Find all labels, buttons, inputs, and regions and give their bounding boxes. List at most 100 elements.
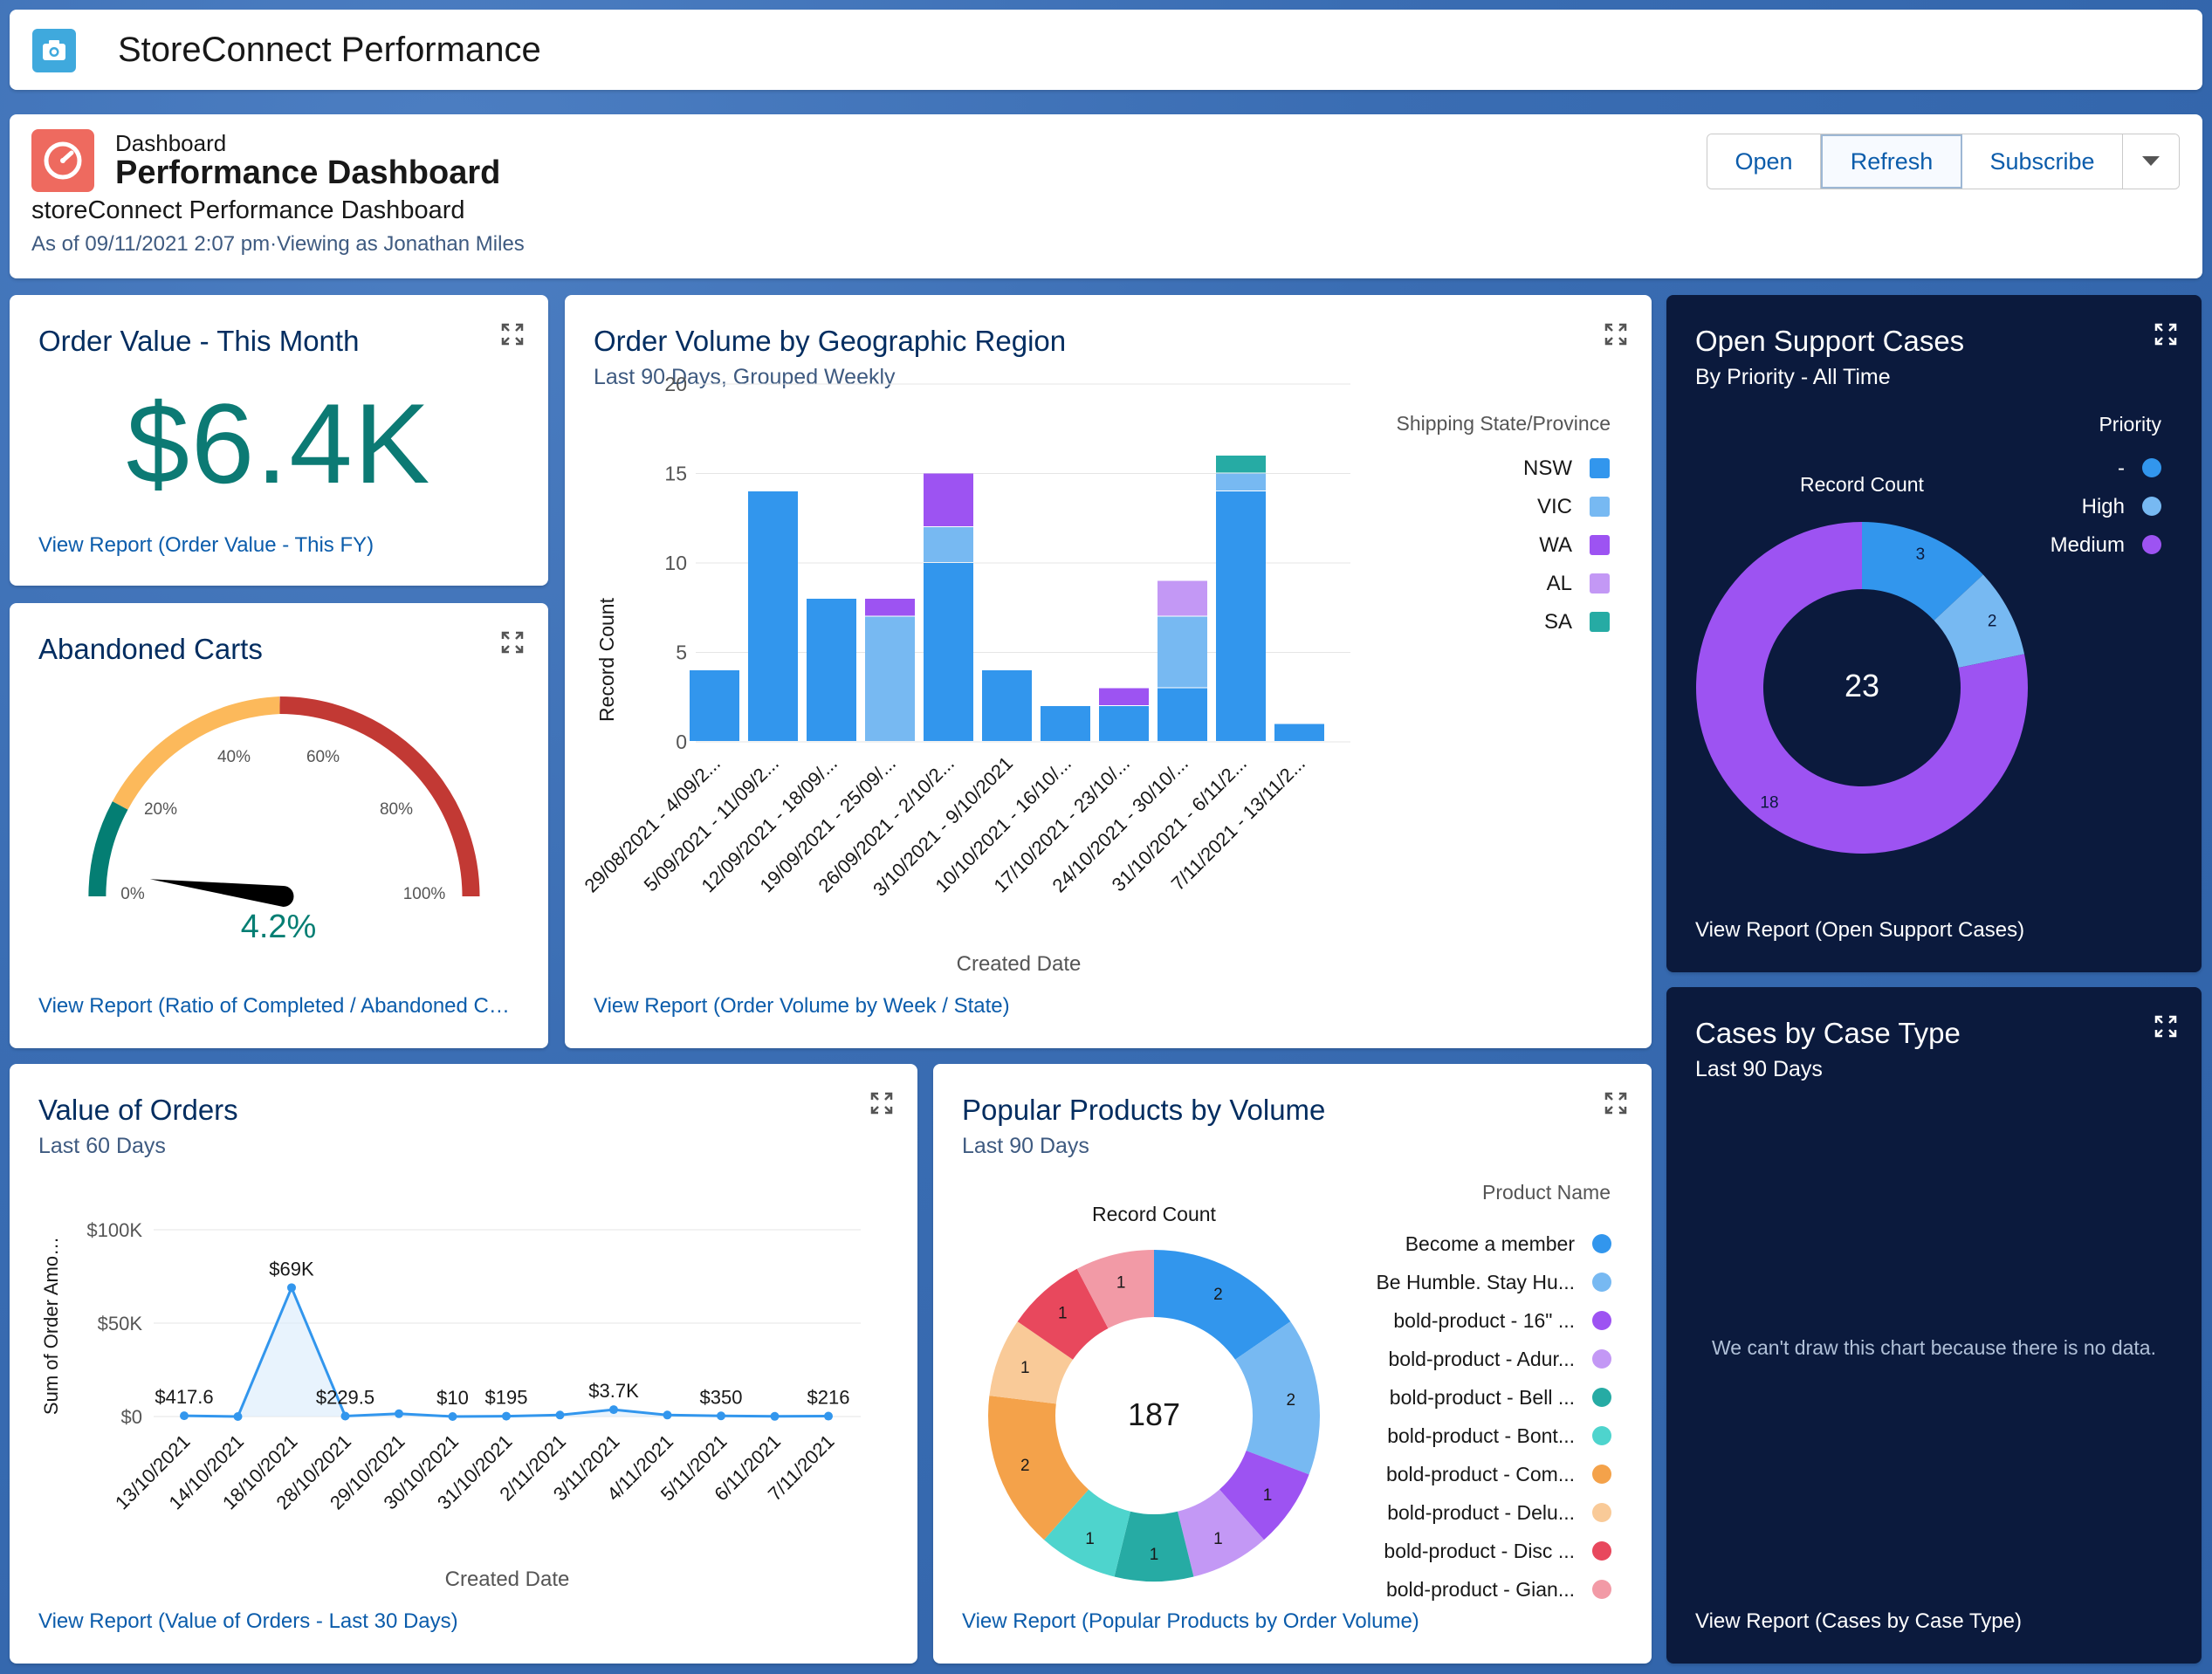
refresh-button[interactable]: Refresh (1821, 134, 1962, 189)
donut-slice[interactable] (1219, 1451, 1309, 1540)
data-point[interactable] (448, 1411, 457, 1421)
legend-label: bold-product - Disc ... (1384, 1540, 1575, 1562)
data-point[interactable] (287, 1283, 296, 1293)
legend-item-none[interactable]: - (2118, 456, 2161, 480)
view-report-link[interactable]: View Report (Value of Orders - Last 30 D… (38, 1609, 458, 1633)
data-point[interactable] (502, 1411, 511, 1421)
bar-segment-nsw[interactable] (1274, 724, 1324, 742)
open-button[interactable]: Open (1707, 134, 1821, 189)
data-point[interactable] (395, 1409, 403, 1418)
y-tick-label: 15 (664, 463, 687, 485)
bar-segment-vic[interactable] (924, 527, 973, 562)
legend-title: Product Name (1482, 1181, 1611, 1204)
donut-slice[interactable] (1017, 1268, 1109, 1360)
bar-segment-nsw[interactable] (807, 599, 856, 741)
legend-item[interactable]: Be Humble. Stay Hu... (1376, 1271, 1611, 1293)
legend-item[interactable]: bold-product - Bell ... (1390, 1386, 1611, 1409)
legend-item[interactable]: bold-product - Adur... (1388, 1348, 1611, 1370)
data-point[interactable] (233, 1412, 243, 1421)
card-title: Popular Products by Volume (962, 1094, 1326, 1126)
expand-icon[interactable] (501, 323, 524, 346)
legend-item[interactable]: bold-product - Disc ... (1384, 1540, 1611, 1562)
bar-segment-wa[interactable] (1099, 688, 1149, 706)
legend-item-al[interactable]: AL (1547, 572, 1610, 595)
bar-segment-nsw[interactable] (748, 491, 798, 741)
bar-segment-nsw[interactable] (1216, 491, 1266, 741)
data-point[interactable] (717, 1411, 725, 1421)
subscribe-button[interactable]: Subscribe (1962, 134, 2123, 189)
camera-icon (32, 29, 76, 72)
expand-icon[interactable] (2154, 1015, 2177, 1038)
donut-slice[interactable] (1696, 522, 2028, 854)
donut-slice[interactable] (988, 1396, 1089, 1540)
donut-slice[interactable] (1862, 522, 1983, 621)
data-point[interactable] (555, 1410, 565, 1420)
popular-products-card: Popular Products by Volume Last 90 Days … (933, 1064, 1652, 1664)
expand-icon[interactable] (1604, 1092, 1627, 1115)
donut-slice[interactable] (1114, 1511, 1194, 1581)
bar-segment-al[interactable] (1158, 580, 1207, 616)
donut-slice[interactable] (1234, 1321, 1320, 1475)
expand-icon[interactable] (2154, 323, 2177, 346)
legend-swatch (1592, 1234, 1611, 1253)
data-point[interactable] (824, 1411, 833, 1421)
legend-item-high[interactable]: High (2082, 495, 2161, 518)
bar-segment-vic[interactable] (1216, 473, 1266, 491)
header-button-group: Open Refresh Subscribe (1707, 134, 2180, 189)
bar-segment-nsw[interactable] (1041, 706, 1090, 741)
donut-chart: Priority - High Medium Record Count 3 2 18… (1696, 413, 2161, 854)
y-tick-label: 20 (664, 373, 687, 395)
view-report-link[interactable]: View Report (Ratio of Completed / Abando… (38, 994, 510, 1018)
view-report-link[interactable]: View Report (Open Support Cases) (1695, 918, 2025, 942)
legend-label: - (2118, 456, 2125, 480)
legend-item[interactable]: Become a member (1405, 1232, 1611, 1255)
bar-segment-nsw[interactable] (690, 670, 739, 741)
expand-icon[interactable] (870, 1092, 893, 1115)
gauge-chart: 0% 20% 40% 60% 80% 100% 4.2% (88, 696, 480, 945)
donut-slice[interactable] (1076, 1250, 1154, 1328)
data-point[interactable] (609, 1405, 618, 1415)
more-actions-button[interactable] (2123, 134, 2179, 189)
legend-item[interactable]: bold-product - Gian... (1386, 1578, 1611, 1601)
legend-item[interactable]: bold-product - Delu... (1387, 1501, 1611, 1524)
view-report-link[interactable]: View Report (Order Volume by Week / Stat… (594, 994, 1010, 1018)
data-point[interactable] (663, 1410, 672, 1420)
bar-segment-sa[interactable] (1216, 456, 1266, 473)
bar-segment-wa[interactable] (924, 473, 973, 527)
bar-segment-nsw[interactable] (982, 670, 1032, 741)
bar-segment-vic[interactable] (865, 616, 915, 742)
legend-item-wa[interactable]: WA (1539, 533, 1610, 557)
bar-segment-nsw[interactable] (1099, 706, 1149, 741)
expand-icon[interactable] (501, 631, 524, 654)
view-report-link[interactable]: View Report (Cases by Case Type) (1695, 1609, 2022, 1633)
legend-item-medium[interactable]: Medium (2051, 533, 2161, 557)
data-point[interactable] (770, 1411, 780, 1421)
view-report-link[interactable]: View Report (Popular Products by Order V… (962, 1609, 1419, 1633)
y-tick-label: 10 (664, 552, 687, 574)
legend-item[interactable]: bold-product - Com... (1386, 1463, 1611, 1485)
legend-item[interactable]: bold-product - Bont... (1387, 1424, 1611, 1447)
donut-slice[interactable] (1044, 1489, 1130, 1577)
legend-item-sa[interactable]: SA (1544, 610, 1610, 634)
donut-slice[interactable] (1154, 1250, 1291, 1360)
slice-label: 1 (1116, 1274, 1126, 1293)
legend-label: bold-product - Delu... (1387, 1501, 1575, 1524)
donut-slice[interactable] (1934, 574, 2025, 669)
legend-item-vic[interactable]: VIC (1537, 495, 1610, 518)
donut-slice[interactable] (989, 1321, 1074, 1404)
data-point[interactable] (340, 1411, 350, 1421)
view-report-link[interactable]: View Report (Order Value - This FY) (38, 533, 374, 557)
legend-item[interactable]: bold-product - 16" ... (1393, 1309, 1611, 1332)
bar-segment-nsw[interactable] (1158, 688, 1207, 742)
bar-segment-nsw[interactable] (924, 563, 973, 741)
legend-item-nsw[interactable]: NSW (1523, 456, 1610, 480)
data-point[interactable] (180, 1411, 189, 1421)
slice-label: 18 (1760, 793, 1778, 812)
expand-icon[interactable] (1604, 323, 1627, 346)
order-volume-card: Order Volume by Geographic Region Last 9… (565, 295, 1652, 1048)
donut-slice[interactable] (1178, 1489, 1264, 1577)
bar-segment-wa[interactable] (865, 599, 915, 616)
order-value-metric: $6.4K (126, 380, 432, 507)
object-label: Dashboard (115, 130, 227, 156)
bar-segment-vic[interactable] (1158, 616, 1207, 688)
